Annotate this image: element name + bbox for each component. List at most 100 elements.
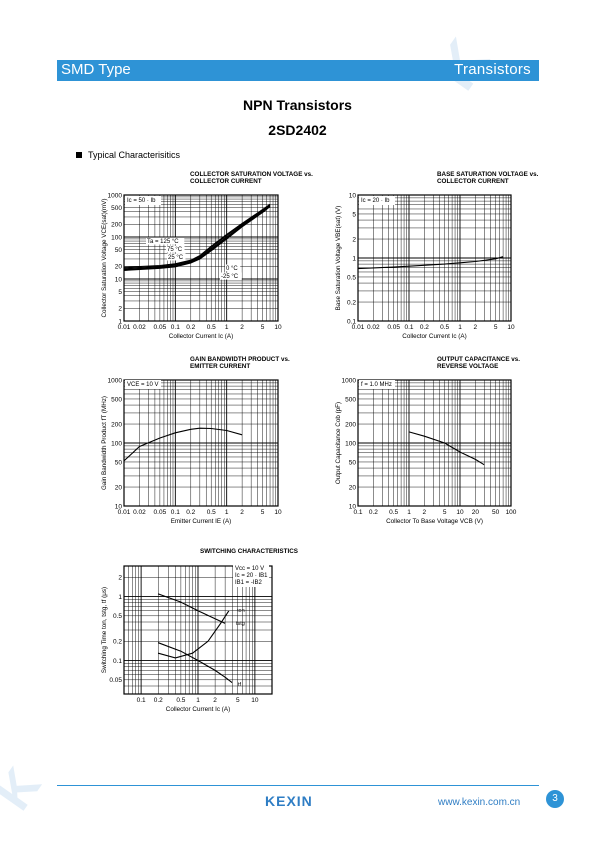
plot-frame: [123, 565, 273, 695]
annotation-label: 0 °C: [226, 266, 238, 272]
annotation-bg: [225, 264, 241, 272]
plot-frame: [123, 379, 279, 507]
x-tick-label: 0.2: [369, 509, 378, 516]
condition-box: [359, 380, 395, 389]
x-tick-label: 0.01: [352, 324, 365, 331]
x-tick-label: 5: [261, 324, 265, 331]
condition-box: [125, 196, 161, 205]
chart-title: REVERSE VOLTAGE: [437, 363, 498, 370]
y-tick-label: 0.2: [347, 299, 356, 306]
x-tick-label: 5: [494, 324, 498, 331]
x-tick-label: 0.5: [440, 324, 449, 331]
x-tick-label: 10: [274, 509, 282, 516]
x-tick-label: 0.05: [154, 509, 167, 516]
x-axis-label: Collector To Base Voltage VCB (V): [386, 518, 483, 525]
series-line: [123, 203, 271, 268]
x-tick-label: 0.5: [176, 697, 185, 704]
y-tick-label: 5: [118, 289, 122, 296]
annotation-label: tstg: [236, 621, 245, 627]
x-tick-label: 0.05: [154, 324, 167, 331]
series-line: [158, 610, 230, 659]
x-tick-label: 0.2: [154, 697, 163, 704]
y-tick-label: 10: [115, 276, 123, 283]
series-line: [408, 431, 485, 466]
website-link[interactable]: www.kexin.com.cn: [438, 797, 521, 808]
x-tick-label: 0.02: [133, 324, 146, 331]
bullet-square-icon: [76, 152, 82, 158]
x-tick-label: 2: [423, 509, 427, 516]
chart-title: EMITTER CURRENT: [190, 363, 250, 370]
x-tick-label: 0.1: [353, 509, 362, 516]
series-line: [123, 427, 243, 462]
chart-title: OUTPUT CAPACITANCE vs.: [437, 356, 520, 363]
header-category: Transistors: [454, 61, 531, 78]
y-tick-label: 1: [118, 318, 122, 325]
x-tick-label: 1: [196, 697, 200, 704]
x-tick-label: 0.1: [137, 697, 146, 704]
product-type: NPN Transistors: [243, 97, 352, 113]
section-label: Typical Characterisitics: [88, 150, 181, 160]
part-number: 2SD2402: [268, 122, 327, 138]
y-axis-label: Switching Time ton, tstg, tf (μs): [101, 587, 108, 673]
x-tick-label: 0.2: [186, 324, 195, 331]
series-line: [357, 256, 504, 270]
annotation-label: 75 °C: [167, 247, 183, 253]
x-tick-label: 0.1: [171, 509, 180, 516]
x-axis-label: Collector Current Ic (A): [166, 706, 230, 713]
y-tick-label: 100: [111, 234, 122, 241]
y-axis-label: Output Capacitance Cob (pF): [335, 402, 342, 484]
y-tick-label: 500: [345, 396, 356, 403]
x-axis-label: Collector Current Ic (A): [169, 333, 233, 340]
x-tick-label: 0.02: [367, 324, 380, 331]
x-axis-label: Collector Current Ic (A): [402, 333, 466, 340]
x-axis-label: Emitter Current IE (A): [171, 518, 232, 525]
x-tick-label: 0.2: [186, 509, 195, 516]
x-tick-label: 50: [492, 509, 500, 516]
y-axis-label: Collector Saturation Voltage VCE(sat)(mV…: [101, 199, 108, 318]
chart-title: BASE SATURATION VOLTAGE vs.: [437, 171, 539, 178]
y-tick-label: 1000: [108, 377, 123, 384]
x-tick-label: 2: [474, 324, 478, 331]
x-tick-label: 100: [506, 509, 517, 516]
x-tick-label: 20: [472, 509, 480, 516]
condition-label: Ic = 50 · Ib: [127, 198, 156, 204]
y-tick-label: 500: [111, 396, 122, 403]
x-tick-label: 10: [507, 324, 515, 331]
x-tick-label: 0.5: [207, 509, 216, 516]
y-tick-label: 0.1: [113, 658, 122, 665]
series-line: [123, 206, 271, 271]
x-tick-label: 5: [261, 509, 265, 516]
y-tick-label: 2: [352, 236, 356, 243]
y-tick-label: 200: [111, 222, 122, 229]
condition-label: VCE = 10 V: [127, 382, 159, 388]
x-tick-label: 1: [225, 324, 229, 331]
annotation-bg: [220, 272, 242, 280]
condition-label: IB1 = -IB2: [235, 580, 263, 586]
x-tick-label: 10: [274, 324, 282, 331]
y-tick-label: 20: [349, 484, 357, 491]
y-tick-label: 1: [118, 594, 122, 601]
y-tick-label: 10: [349, 503, 357, 510]
x-tick-label: 1: [407, 509, 411, 516]
y-tick-label: 100: [345, 440, 356, 447]
plot-frame: [123, 194, 279, 322]
series-line: [158, 593, 226, 624]
annotation-bg: [146, 237, 185, 245]
annotation-label: tf: [238, 682, 242, 688]
x-tick-label: 1: [458, 324, 462, 331]
y-tick-label: 2: [118, 575, 122, 582]
annotation-label: Ta = 125 °C: [147, 239, 179, 245]
series-line: [158, 642, 233, 684]
y-tick-label: 1: [352, 255, 356, 262]
x-tick-label: 0.5: [389, 509, 398, 516]
x-tick-label: 0.5: [207, 324, 216, 331]
x-tick-label: 2: [240, 324, 244, 331]
y-tick-label: 100: [111, 440, 122, 447]
y-tick-label: 50: [115, 247, 123, 254]
y-tick-label: 0.2: [113, 639, 122, 646]
condition-box: [125, 380, 161, 389]
condition-label: Vcc = 10 V: [235, 566, 264, 572]
plot-frame: [357, 379, 512, 507]
chart-title: GAIN BANDWIDTH PRODUCT vs.: [190, 356, 290, 363]
